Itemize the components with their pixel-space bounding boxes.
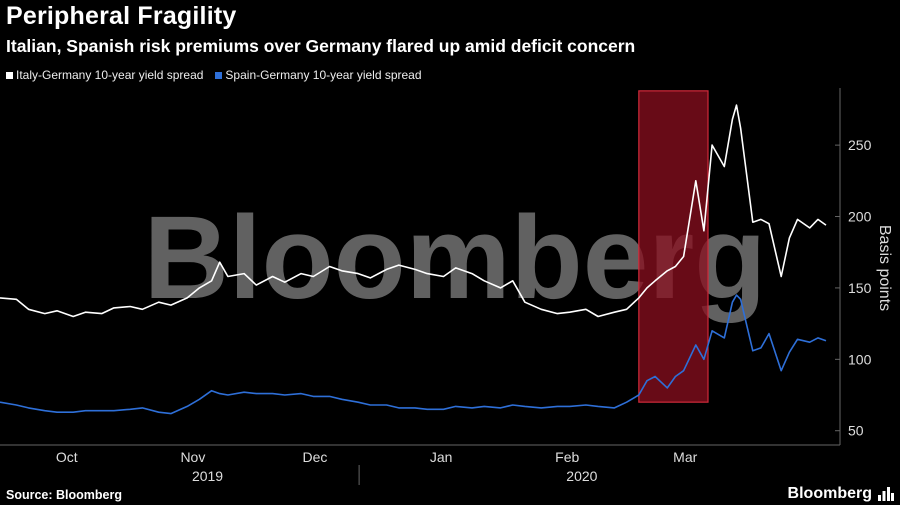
x-tick-label: Oct (56, 449, 78, 465)
source-note: Source: Bloomberg (6, 488, 122, 502)
y-tick-label: 250 (848, 137, 872, 153)
legend: Italy-Germany 10-year yield spread Spain… (6, 68, 422, 82)
y-tick-label: 200 (848, 209, 872, 225)
y-axis-title: Basis points (876, 225, 893, 311)
y-tick-label: 100 (848, 351, 872, 367)
x-tick-label: Nov (180, 449, 205, 465)
highlight-box (638, 90, 709, 403)
legend-item-italy: Italy-Germany 10-year yield spread (6, 68, 203, 82)
x-tick-label: Dec (303, 449, 328, 465)
legend-swatch-spain (215, 71, 223, 79)
x-tick-label: Mar (673, 449, 697, 465)
x-year-label: 2020 (566, 468, 597, 484)
y-tick-label: 50 (848, 423, 864, 439)
brand-logo-text: Bloomberg (787, 485, 872, 502)
legend-label-spain: Spain-Germany 10-year yield spread (225, 68, 422, 82)
series-line-spain (0, 294, 827, 415)
x-tick-label: Feb (555, 449, 579, 465)
x-tick-label: Jan (430, 449, 453, 465)
chart-title: Peripheral Fragility (6, 2, 237, 30)
legend-label-italy: Italy-Germany 10-year yield spread (16, 68, 204, 82)
y-tick-label: 150 (848, 280, 872, 296)
footer-brand: Bloomberg (788, 485, 894, 503)
legend-swatch-italy (6, 71, 13, 79)
series-line-italy (0, 104, 827, 318)
chart-subtitle: Italian, Spanish risk premiums over Germ… (6, 36, 636, 56)
legend-item-spain: Spain-Germany 10-year yield spread (215, 68, 422, 82)
x-year-label: 2019 (192, 468, 223, 484)
terminal-icon (878, 487, 894, 501)
